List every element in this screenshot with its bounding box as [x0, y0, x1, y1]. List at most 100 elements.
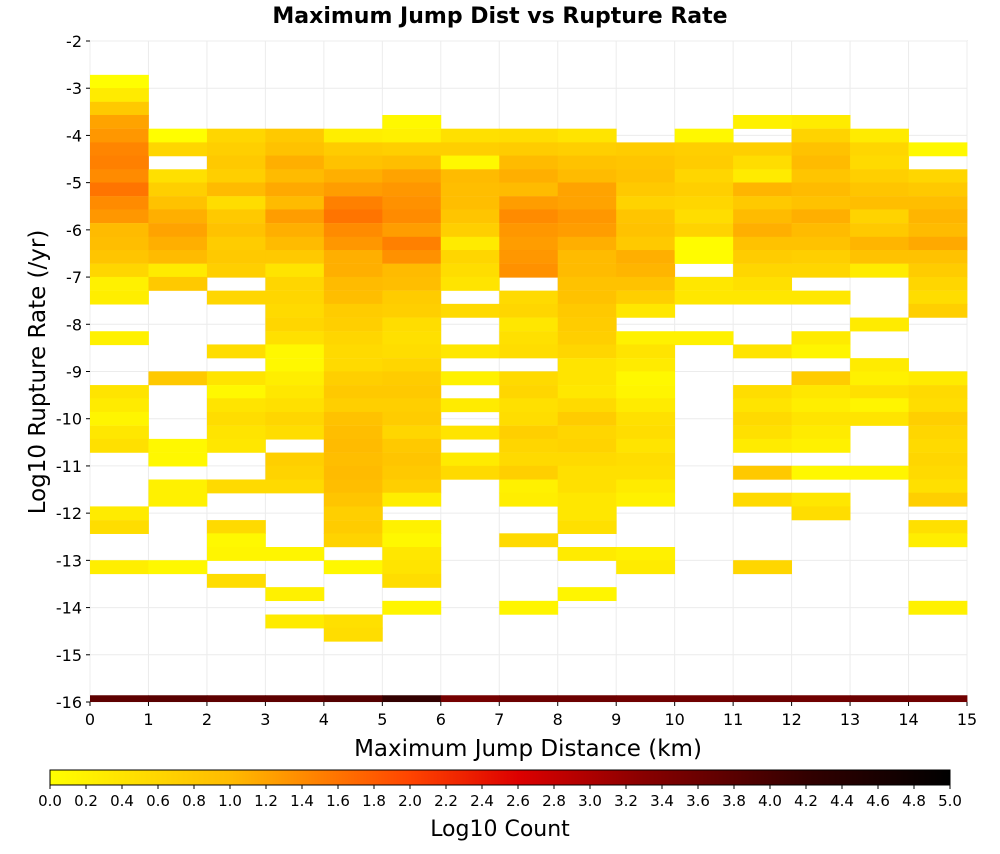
- heatmap-cell: [850, 398, 909, 413]
- heatmap-cell: [850, 465, 909, 480]
- heatmap-cell: [616, 358, 676, 373]
- strip-cell: [90, 695, 149, 702]
- heatmap-cell: [908, 600, 968, 615]
- heatmap-cell: [908, 196, 968, 211]
- heatmap-cell: [148, 209, 208, 224]
- heatmap-cell: [323, 398, 383, 413]
- colorbar-tick-label: 5.0: [938, 792, 962, 810]
- heatmap-cell: [733, 114, 792, 129]
- heatmap-cell: [265, 425, 325, 440]
- y-tick-label: -7: [66, 268, 82, 287]
- y-tick-label: -16: [56, 693, 82, 712]
- heatmap-cell: [499, 142, 559, 157]
- heatmap-cell: [791, 142, 851, 157]
- heatmap-cell: [382, 290, 442, 305]
- heatmap-cell: [557, 385, 617, 399]
- y-tick-label: -2: [66, 32, 82, 51]
- heatmap-cell: [206, 425, 266, 440]
- colorbar-tick-label: 2.8: [542, 792, 566, 810]
- heatmap-cell: [382, 236, 442, 251]
- heatmap-cell: [557, 303, 617, 318]
- heatmap-cell: [557, 452, 617, 467]
- heatmap-cell: [323, 250, 383, 264]
- heatmap-cell: [323, 331, 383, 346]
- heatmap-cell: [499, 492, 559, 507]
- heatmap-cell: [90, 263, 149, 278]
- heatmap-cell: [90, 114, 149, 129]
- x-tick-label: 3: [260, 710, 270, 729]
- heatmap-cell: [206, 223, 266, 238]
- heatmap-cell: [323, 142, 383, 157]
- heatmap-cell: [499, 331, 559, 346]
- heatmap-cell: [148, 452, 208, 467]
- heatmap-cell: [382, 114, 442, 129]
- colorbar-tick-label: 1.4: [290, 792, 314, 810]
- heatmap-cell: [440, 196, 500, 211]
- heatmap-cell: [148, 492, 208, 507]
- heatmap-cell: [382, 479, 442, 494]
- heatmap-cell: [733, 276, 792, 291]
- heatmap-cell: [733, 398, 792, 413]
- heatmap-cell: [206, 142, 266, 157]
- heatmap-cell: [499, 128, 559, 143]
- heatmap-cell: [616, 411, 676, 426]
- heatmap-cell: [908, 209, 968, 224]
- heatmap-cell: [90, 196, 149, 211]
- heatmap-cell: [382, 169, 442, 184]
- heatmap-cell: [206, 196, 266, 211]
- heatmap-cell: [382, 344, 442, 359]
- heatmap-cell: [733, 344, 792, 359]
- heatmap-cell: [616, 465, 676, 480]
- heatmap-cell: [908, 452, 968, 467]
- heatmap-cell: [206, 479, 266, 494]
- heatmap-cell: [557, 371, 617, 386]
- heatmap-cell: [382, 142, 442, 157]
- heatmap-cell: [557, 344, 617, 359]
- heatmap-cell: [440, 128, 500, 143]
- heatmap-cell: [557, 425, 617, 440]
- heatmap-cell: [265, 479, 325, 494]
- heatmap-cell: [791, 236, 851, 251]
- heatmap-cell: [499, 411, 559, 426]
- heatmap-cell: [616, 371, 676, 386]
- heatmap-cell: [616, 385, 676, 399]
- heatmap-cell: [499, 600, 559, 615]
- heatmap-cell: [90, 331, 149, 346]
- heatmap-cell: [382, 492, 442, 507]
- heatmap-cell: [440, 209, 500, 224]
- heatmap-cell: [733, 236, 792, 251]
- heatmap-cell: [616, 303, 676, 318]
- heatmap-cell: [791, 155, 851, 170]
- x-tick-label: 11: [723, 710, 743, 729]
- x-tick-label: 5: [377, 710, 387, 729]
- y-tick-label: -9: [66, 363, 82, 382]
- heatmap-cell: [206, 520, 266, 534]
- heatmap-cell: [323, 128, 383, 143]
- heatmap-cell: [148, 223, 208, 238]
- heatmap-cell: [90, 142, 149, 157]
- heatmap-cell: [206, 411, 266, 426]
- strip-cell: [323, 695, 383, 702]
- heatmap-cell: [265, 331, 325, 346]
- colorbar-tick-label: 2.0: [398, 792, 422, 810]
- heatmap-cell: [908, 223, 968, 238]
- heatmap-cell: [382, 425, 442, 440]
- heatmap-cell: [90, 290, 149, 305]
- heatmap-cell: [206, 209, 266, 224]
- y-tick-label: -3: [66, 79, 82, 98]
- heatmap-cell: [733, 411, 792, 426]
- heatmap-cell: [323, 425, 383, 440]
- heatmap-cell: [791, 438, 851, 453]
- heatmap-cell: [265, 587, 325, 602]
- heatmap-cell: [499, 250, 559, 264]
- heatmap-cell: [265, 371, 325, 386]
- x-tick-label: 2: [202, 710, 212, 729]
- colorbar-tick-label: 0.0: [38, 792, 62, 810]
- x-tick-label: 8: [553, 710, 563, 729]
- heatmap-cell: [148, 142, 208, 157]
- heatmap-cell: [206, 290, 266, 305]
- heatmap-cell: [323, 614, 383, 629]
- heatmap-cell: [908, 276, 968, 291]
- heatmap-cell: [616, 196, 676, 211]
- heatmap-cell: [791, 128, 851, 143]
